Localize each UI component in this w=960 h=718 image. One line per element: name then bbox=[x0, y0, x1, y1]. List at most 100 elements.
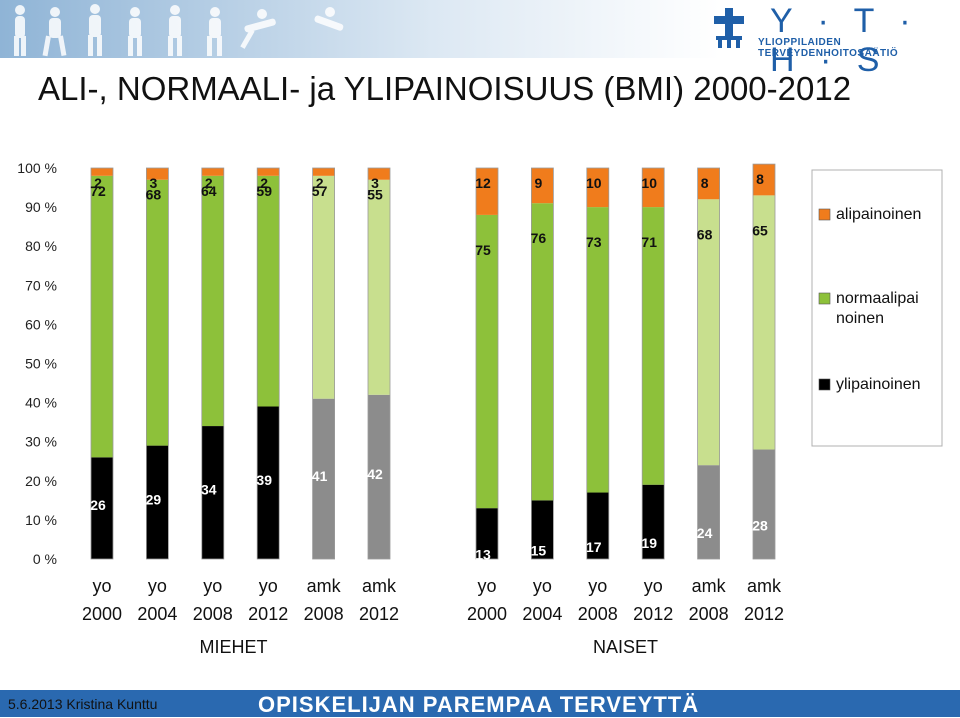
group-label: NAISET bbox=[593, 637, 658, 657]
bar-outline bbox=[586, 167, 610, 560]
legend-swatch bbox=[818, 378, 831, 391]
data-label-alipainoinen: 3 bbox=[371, 175, 379, 191]
x-year-label: 2008 bbox=[193, 604, 233, 624]
data-label-normaalipainoinen: 57 bbox=[312, 183, 328, 199]
data-label-normaalipainoinen: 71 bbox=[641, 234, 657, 250]
bar-segment-ylipainoinen bbox=[642, 484, 665, 559]
data-label-alipainoinen: 10 bbox=[586, 175, 602, 191]
header-band: Y · T · H · S YLIOPPILAIDEN TERVEYDENHOI… bbox=[0, 0, 960, 79]
data-label-ylipainoinen: 34 bbox=[201, 482, 217, 498]
data-label-normaalipainoinen: 73 bbox=[586, 234, 602, 250]
bar-segment-normaalipainoinen bbox=[531, 203, 554, 501]
bmi-stacked-bar-chart: 0 % 10 % 20 % 30 % 40 % 50 % 60 % 70 % 80 % 90 % 1… bbox=[17, 160, 943, 657]
x-year-label: 2004 bbox=[137, 604, 177, 624]
group-label: MIEHET bbox=[199, 637, 267, 657]
x-category-label: yo bbox=[148, 576, 167, 596]
bar-outline bbox=[475, 167, 499, 560]
bar-segment-ylipainoinen bbox=[697, 465, 720, 559]
x-category-label: amk bbox=[747, 576, 782, 596]
data-label-alipainoinen: 3 bbox=[150, 175, 158, 191]
bar-segment-ylipainoinen bbox=[201, 426, 224, 559]
footer-bar: 5.6.2013 Kristina Kunttu OPISKELIJAN PAR… bbox=[0, 690, 960, 717]
bar-outline bbox=[697, 167, 720, 560]
bar-segment-alipainoinen bbox=[753, 164, 775, 196]
bar-segment-alipainoinen bbox=[642, 168, 665, 208]
page-title: ALI-, NORMAALI- ja YLIPAINOISUUS (BMI) 2… bbox=[38, 70, 852, 107]
data-label-alipainoinen: 8 bbox=[701, 175, 709, 191]
data-label-alipainoinen: 2 bbox=[94, 175, 102, 191]
data-label-alipainoinen: 10 bbox=[641, 175, 657, 191]
legend-box bbox=[811, 169, 943, 447]
x-category-label: yo bbox=[203, 576, 222, 596]
data-label-alipainoinen: 2 bbox=[316, 175, 324, 191]
data-label-normaalipainoinen: 68 bbox=[146, 187, 162, 203]
x-category-label: yo bbox=[477, 576, 496, 596]
bar-segment-ylipainoinen bbox=[368, 394, 390, 559]
data-label-ylipainoinen: 17 bbox=[586, 539, 602, 555]
x-year-label: 2008 bbox=[304, 604, 344, 624]
logo-text: Y · T · H · S bbox=[770, 2, 919, 79]
x-year-label: 2012 bbox=[633, 604, 673, 624]
x-category-label: yo bbox=[644, 576, 663, 596]
bar-segment-normaalipainoinen bbox=[201, 175, 224, 427]
bar-segment-ylipainoinen bbox=[91, 457, 113, 559]
x-year-label: 2000 bbox=[82, 604, 122, 624]
bar-segment-alipainoinen bbox=[257, 168, 280, 176]
y-tick-label: 90 % bbox=[25, 199, 57, 215]
data-label-ylipainoinen: 28 bbox=[752, 517, 768, 533]
data-label-ylipainoinen: 42 bbox=[367, 466, 383, 482]
x-year-label: 2000 bbox=[467, 604, 507, 624]
bar-segment-normaalipainoinen bbox=[91, 175, 113, 458]
y-tick-label: 0 % bbox=[33, 551, 57, 567]
bar-segment-ylipainoinen bbox=[312, 398, 335, 559]
bar-segment-alipainoinen bbox=[697, 168, 720, 200]
footer-slogan: OPISKELIJAN PAREMPAA TERVEYTTÄ bbox=[258, 692, 700, 717]
y-tick-label: 40 % bbox=[25, 395, 57, 411]
bar-segment-normaalipainoinen bbox=[586, 207, 609, 493]
legend-label: ylipainoinen bbox=[836, 376, 921, 393]
bar-segment-alipainoinen bbox=[586, 168, 609, 208]
y-tick-label: 10 % bbox=[25, 512, 57, 528]
x-year-label: 2004 bbox=[522, 604, 562, 624]
data-label-alipainoinen: 2 bbox=[205, 175, 213, 191]
data-label-normaalipainoinen: 55 bbox=[367, 187, 383, 203]
x-year-label: 2012 bbox=[744, 604, 784, 624]
bar-outline bbox=[641, 167, 665, 560]
data-label-ylipainoinen: 41 bbox=[312, 468, 328, 484]
y-tick-label: 60 % bbox=[25, 316, 57, 332]
bar-segment-ylipainoinen bbox=[146, 445, 169, 559]
bar-segment-alipainoinen bbox=[476, 168, 498, 215]
x-category-label: amk bbox=[362, 576, 397, 596]
bar-segment-normaalipainoinen bbox=[312, 175, 335, 399]
bar-segment-ylipainoinen bbox=[531, 500, 554, 559]
bar-segment-normaalipainoinen bbox=[146, 179, 169, 446]
bar-segment-ylipainoinen bbox=[476, 508, 498, 559]
bar-outline bbox=[90, 167, 114, 560]
bar-segment-normaalipainoinen bbox=[368, 179, 390, 395]
bar-segment-normaalipainoinen bbox=[697, 199, 720, 466]
data-label-ylipainoinen: 15 bbox=[531, 543, 547, 559]
bar-outline bbox=[531, 167, 554, 560]
footer-date-author: 5.6.2013 Kristina Kunttu bbox=[8, 696, 158, 712]
data-label-normaalipainoinen: 72 bbox=[90, 183, 106, 199]
data-label-ylipainoinen: 13 bbox=[475, 547, 491, 563]
bar-segment-normaalipainoinen bbox=[753, 195, 775, 450]
legend-swatch bbox=[818, 292, 831, 305]
data-label-normaalipainoinen: 64 bbox=[201, 183, 217, 199]
bar-segment-normaalipainoinen bbox=[257, 175, 280, 407]
data-label-normaalipainoinen: 65 bbox=[752, 222, 768, 238]
bar-segment-alipainoinen bbox=[91, 168, 113, 176]
x-category-label: amk bbox=[692, 576, 727, 596]
bar-segment-alipainoinen bbox=[312, 168, 335, 176]
data-label-normaalipainoinen: 76 bbox=[531, 230, 547, 246]
data-label-ylipainoinen: 26 bbox=[90, 497, 106, 513]
data-label-alipainoinen: 2 bbox=[260, 175, 268, 191]
y-tick-label: 50 % bbox=[25, 356, 57, 372]
legend-label: alipainoinen bbox=[836, 206, 921, 223]
x-category-label: yo bbox=[588, 576, 607, 596]
bar-segment-ylipainoinen bbox=[753, 449, 775, 559]
legend-swatch bbox=[818, 208, 831, 221]
x-category-label: yo bbox=[533, 576, 552, 596]
bar-outline bbox=[752, 163, 776, 560]
bar-outline bbox=[256, 167, 280, 560]
